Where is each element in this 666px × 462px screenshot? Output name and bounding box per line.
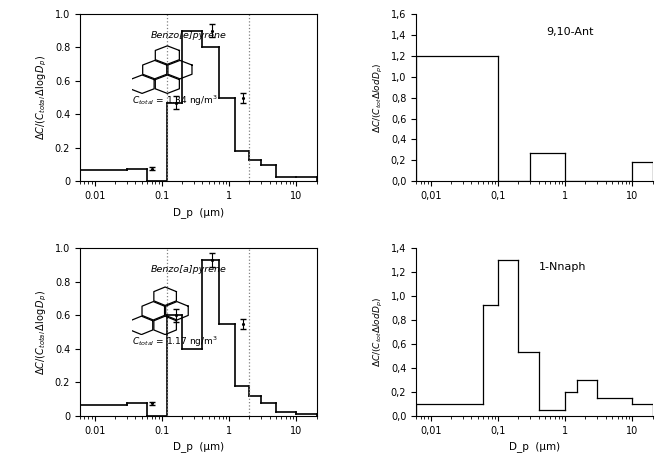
Text: $C_{total}$ = 1.34 ng/m$^3$: $C_{total}$ = 1.34 ng/m$^3$ [132,94,218,108]
Y-axis label: $\Delta C/(C_{total}\,\Delta\log D_p)$: $\Delta C/(C_{total}\,\Delta\log D_p)$ [35,55,49,140]
X-axis label: D_p  (μm): D_p (μm) [509,441,560,452]
Y-axis label: $\Delta C/(C_{tot}\Delta lod D_p)$: $\Delta C/(C_{tot}\Delta lod D_p)$ [372,297,385,367]
Text: Benzo[e]pyrene: Benzo[e]pyrene [151,30,227,40]
X-axis label: D_p  (μm): D_p (μm) [172,207,224,218]
Y-axis label: $\Delta C/(C_{tot}\Delta lod D_p)$: $\Delta C/(C_{tot}\Delta lod D_p)$ [372,62,385,133]
Text: 9,10-Ant: 9,10-Ant [546,27,593,37]
Y-axis label: $\Delta C/(C_{total}\,\Delta\log D_p)$: $\Delta C/(C_{total}\,\Delta\log D_p)$ [35,290,49,375]
X-axis label: D_p  (μm): D_p (μm) [172,441,224,452]
Text: Benzo[a]pyrene: Benzo[a]pyrene [151,265,227,274]
Text: $C_{total}$ = 1.17 ng/m$^3$: $C_{total}$ = 1.17 ng/m$^3$ [132,335,218,349]
Text: 1-Nnaph: 1-Nnaph [539,261,587,272]
